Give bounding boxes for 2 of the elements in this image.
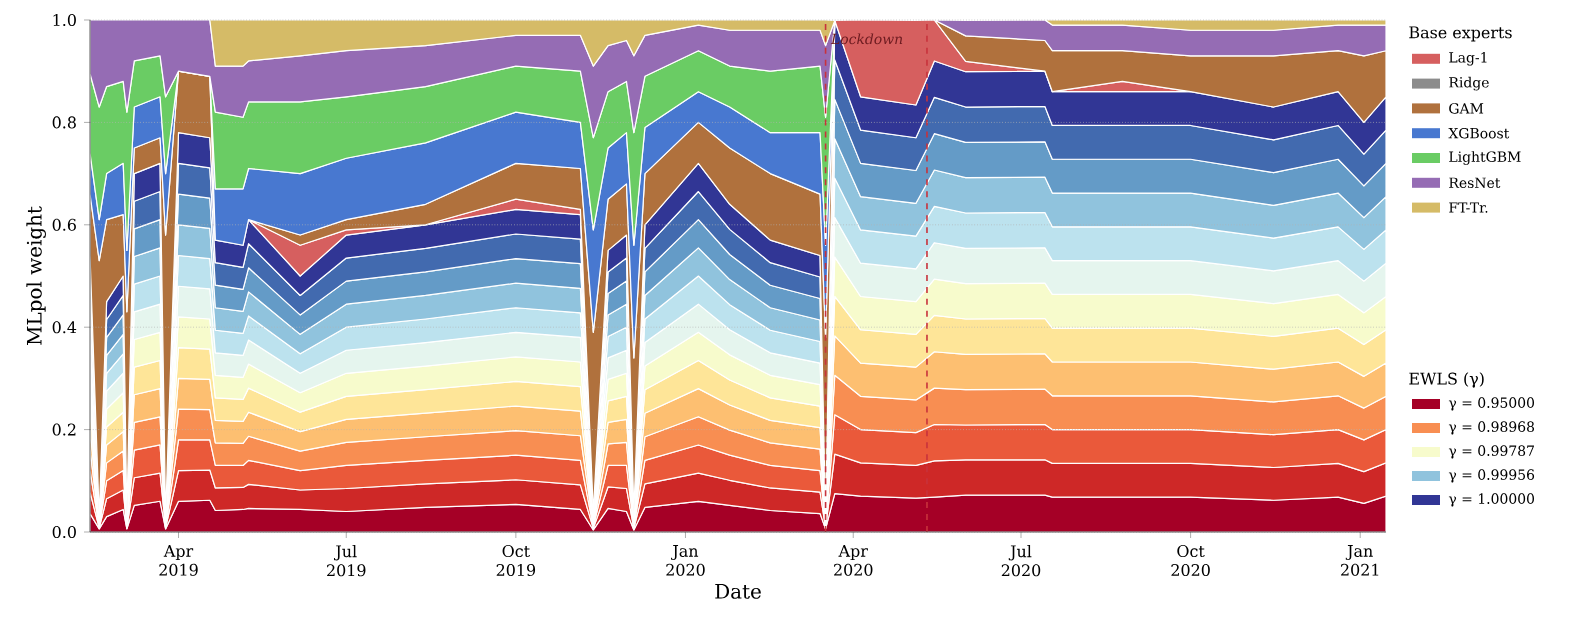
x-axis-title: Date — [715, 583, 761, 599]
y-axis-title: MLpol weight — [26, 206, 46, 345]
